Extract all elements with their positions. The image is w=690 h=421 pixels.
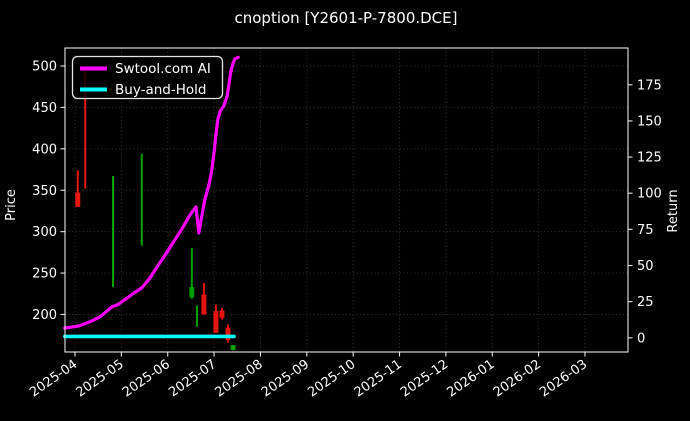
price-tick-label: 400 [32,142,57,157]
legend-label-buy-and-hold: Buy-and-Hold [115,82,206,98]
axes-frame [64,47,629,353]
price-tick-label: 450 [32,101,57,116]
legend-box [71,55,224,100]
return-tick-label: 175 [637,78,662,93]
return-tick-label: 50 [637,259,654,274]
return-axis-label: Return [666,189,681,232]
legend: Swtool.com AI Buy-and-Hold [71,55,224,100]
price-tick-label: 500 [32,60,57,75]
return-tick-label: 150 [637,114,662,129]
price-tick-label: 200 [32,308,57,323]
return-tick-label: 25 [637,295,654,310]
return-tick-label: 0 [637,331,645,346]
price-tick-label: 300 [32,225,57,240]
chart-title: cnoption [Y2601-P-7800.DCE] [235,9,458,27]
return-tick-label: 100 [637,187,662,202]
price-tick-label: 350 [32,184,57,199]
swtool-ai-series-line [63,55,240,330]
legend-label-swtool-ai: Swtool.com AI [115,61,211,77]
price-tick-label: 250 [32,267,57,282]
return-tick-label: 75 [637,223,654,238]
price-axis-label: Price [4,189,19,221]
return-tick-label: 125 [637,151,662,166]
